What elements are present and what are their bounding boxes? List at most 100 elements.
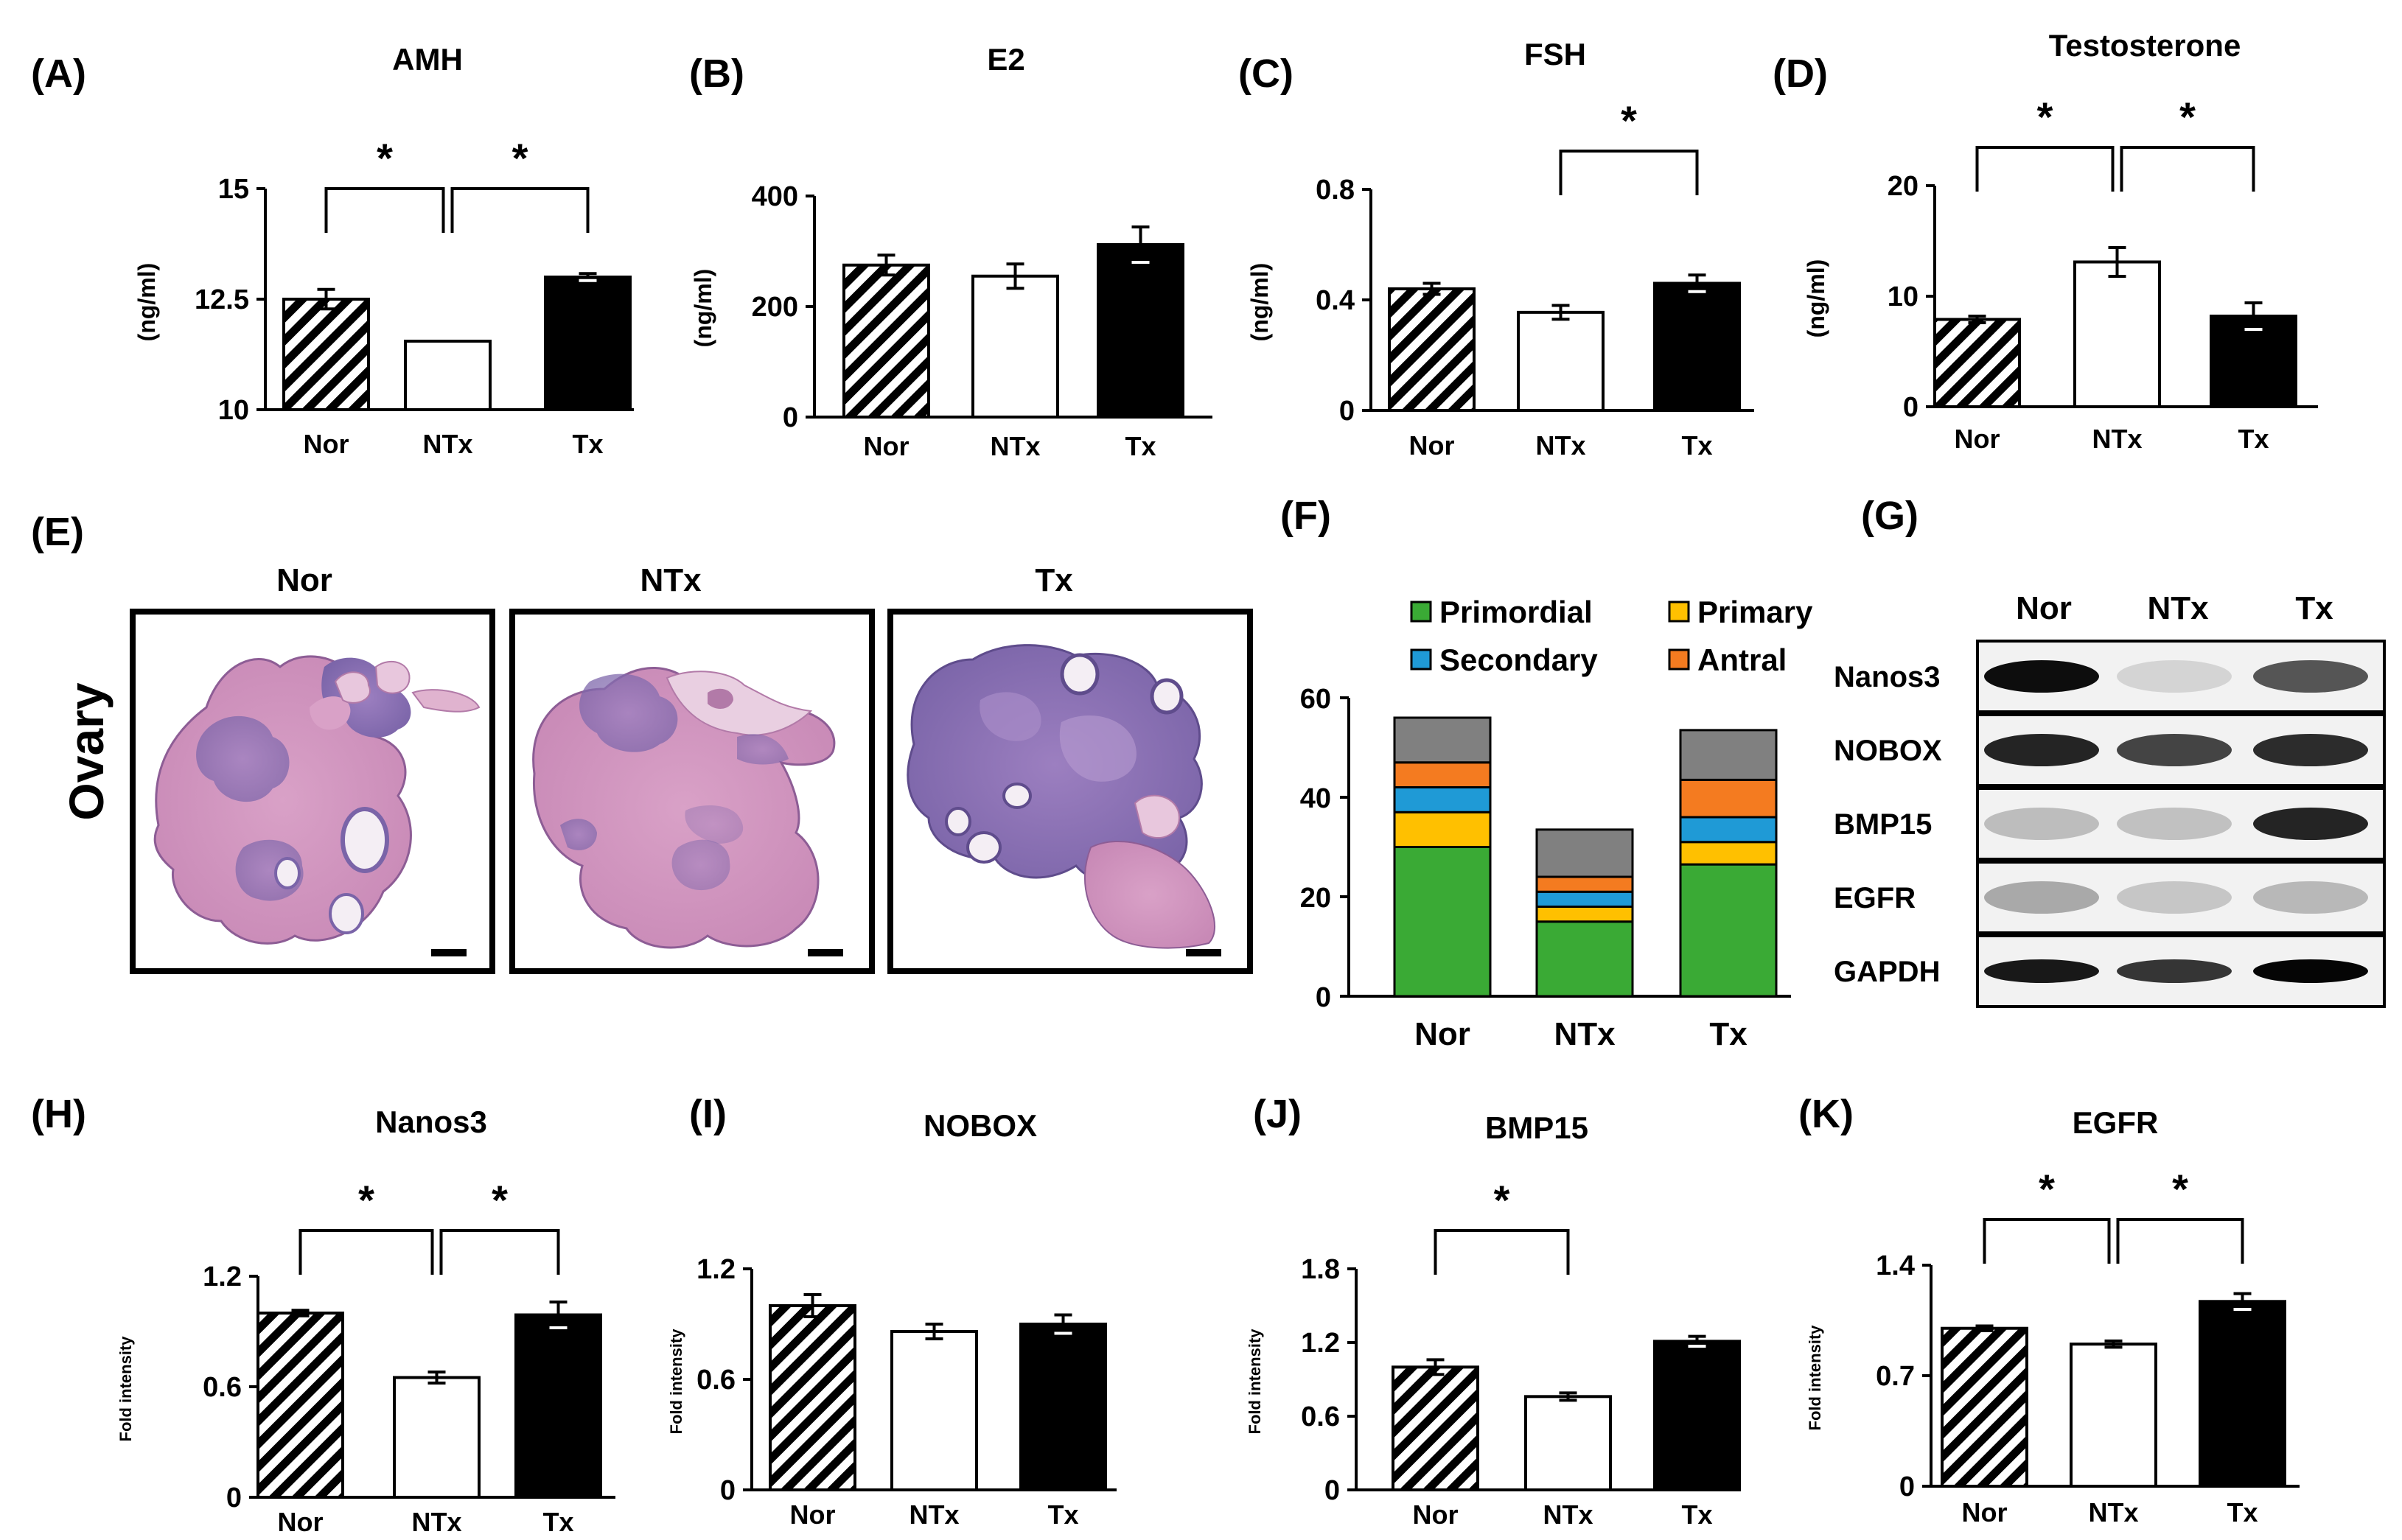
significance-bracket [439, 1229, 560, 1275]
significance-star: * [2037, 94, 2053, 140]
blot-lane-label-ntx: NTx [2147, 590, 2209, 626]
bar-nor [282, 298, 370, 411]
chart-panel-a: (A) AMH (ng/ml) 10 12.5 15 Nor NTx Tx * * [31, 42, 634, 459]
significance-bracket [298, 1229, 434, 1275]
legend-label-secondary: Secondary [1439, 643, 1598, 677]
blot-band-nor [1984, 808, 2099, 840]
significance-star: * [2179, 94, 2196, 140]
blot-row-nanos3: Nanos3 [1834, 640, 2386, 713]
y-tick-label: 1.8 [1301, 1254, 1340, 1285]
chart-title: Nanos3 [375, 1105, 487, 1139]
significance-star: * [1494, 1177, 1510, 1223]
y-tick-label: 0 [783, 402, 798, 433]
y-tick-label: 0.6 [1301, 1401, 1340, 1432]
y-tick-label: 0 [720, 1475, 736, 1506]
legend-swatch-antral [1668, 648, 1690, 671]
chart-title: BMP15 [1485, 1110, 1588, 1145]
y-tick-label: 0 [1899, 1471, 1915, 1502]
y-tick-label: 40 [1300, 783, 1331, 814]
y-tick-label: 0.6 [696, 1365, 736, 1396]
y-tick-label: 1.2 [1301, 1328, 1340, 1359]
y-tick-label: 0 [1339, 396, 1355, 427]
blot-lane-label-nor: Nor [2016, 590, 2072, 626]
chart-title: EGFR [2073, 1105, 2159, 1140]
scale-bar-tx [1186, 949, 1221, 956]
bar-ntx [890, 1330, 978, 1491]
y-axis-label: (ng/ml) [690, 269, 716, 348]
significance-bracket [324, 187, 445, 233]
blot-row-gapdh: GAPDH [1834, 934, 2386, 1008]
histology-image-nor [130, 609, 495, 974]
bar-tx [2199, 1300, 2286, 1488]
y-tick-label: 1.2 [203, 1261, 242, 1292]
bar-tx [544, 276, 632, 411]
histology-image-tx [887, 609, 1253, 974]
chart-panel-k: (K) EGFR Fold intensity 0 0.7 1.4 Nor NTx Tx * * [1798, 1092, 2300, 1527]
y-tick-label: 200 [752, 292, 798, 323]
x-tick-label-ntx: NTx [2088, 1497, 2138, 1527]
blot-row-egfr: EGFR [1834, 861, 2386, 934]
panel-label-h: (H) [31, 1092, 86, 1136]
x-tick-label-tx: Tx [1047, 1499, 1078, 1530]
chart-panel-j: (J) BMP15 Fold intensity 0 0.6 1.2 1.8 Nor NTx Tx… [1246, 1092, 1741, 1530]
x-tick-label-tx: Tx [1125, 431, 1156, 461]
chart-title: E2 [987, 42, 1024, 77]
y-tick-label: 15 [218, 174, 249, 205]
panel-label-f: (F) [1280, 494, 1331, 538]
panel-label-a: (A) [31, 52, 86, 96]
blot-strip [1976, 861, 2386, 934]
significance-bracket [2120, 146, 2255, 192]
y-tick-label: 0.4 [1316, 285, 1355, 316]
y-tick-label: 12.5 [195, 284, 249, 315]
x-tick-label-ntx: NTx [2092, 424, 2142, 454]
histology-panel: (E) Ovary Nor NTx Tx [31, 510, 1253, 974]
significance-star: * [492, 1177, 508, 1223]
x-tick-label-ntx: NTx [1543, 1499, 1593, 1530]
legend-label-antral: Antral [1697, 643, 1787, 677]
panel-label-g: (G) [1861, 494, 1919, 538]
bar-tx [1653, 1340, 1741, 1492]
x-tick-label-nor: Nor [304, 429, 349, 459]
y-tick-label: 10 [218, 395, 249, 426]
significance-star: * [377, 135, 393, 181]
chart-title: AMH [392, 42, 463, 77]
blot-band-nor [1984, 881, 2099, 914]
blot-band-tx [2253, 959, 2368, 983]
bar-nor [769, 1304, 856, 1491]
legend-swatch-primary [1668, 601, 1690, 623]
stack-segment-other-tx [1679, 729, 1778, 781]
blot-label-nanos3: Nanos3 [1834, 661, 1941, 693]
histology-label-ntx: NTx [640, 562, 702, 598]
stack-segment-other-nor [1393, 716, 1492, 764]
y-axis-label: Fold intensity [667, 1329, 685, 1435]
y-tick-label: 20 [1300, 883, 1331, 914]
significance-star: * [512, 135, 528, 181]
blot-rows: Nanos3 NOBOX BMP15 EGFR GAPDH [1834, 640, 2386, 1008]
bar-tx [514, 1313, 602, 1499]
y-tick-label: 0 [1903, 392, 1919, 423]
y-axis-label: Fold intensity [1806, 1325, 1824, 1431]
x-tick-label-nor: Nor [1955, 424, 2000, 454]
bar-nor [1941, 1326, 2028, 1488]
x-tick-label-nor: Nor [1962, 1497, 2008, 1527]
bar-tx [2210, 315, 2297, 408]
blot-row-nobox: NOBOX [1834, 713, 2386, 787]
y-axis-label: (ng/ml) [1803, 259, 1829, 338]
significance-star: * [2172, 1166, 2188, 1212]
blot-band-nor [1984, 734, 2099, 766]
y-tick-label: 0.7 [1876, 1361, 1915, 1392]
stack-segment-primary-nor [1393, 811, 1492, 848]
x-tick-label-nor: Nor [864, 431, 910, 461]
stack-segment-secondary-tx [1679, 816, 1778, 844]
legend-swatch-secondary [1410, 648, 1432, 671]
x-tick-label-tx: Tx [2227, 1497, 2258, 1527]
y-axis-label: Fold intensity [1246, 1329, 1264, 1435]
y-tick-label: 1.4 [1876, 1250, 1915, 1281]
blot-band-nor [1984, 959, 2099, 983]
significance-bracket [2116, 1218, 2244, 1264]
x-tick-label-nor: Nor [1409, 430, 1455, 461]
blot-band-tx [2253, 808, 2368, 840]
y-axis-label: (ng/ml) [133, 263, 160, 342]
chart-panel-h: (H) Nanos3 Fold intensity 0 0.6 1.2 Nor NTx Tx * * [31, 1092, 615, 1537]
